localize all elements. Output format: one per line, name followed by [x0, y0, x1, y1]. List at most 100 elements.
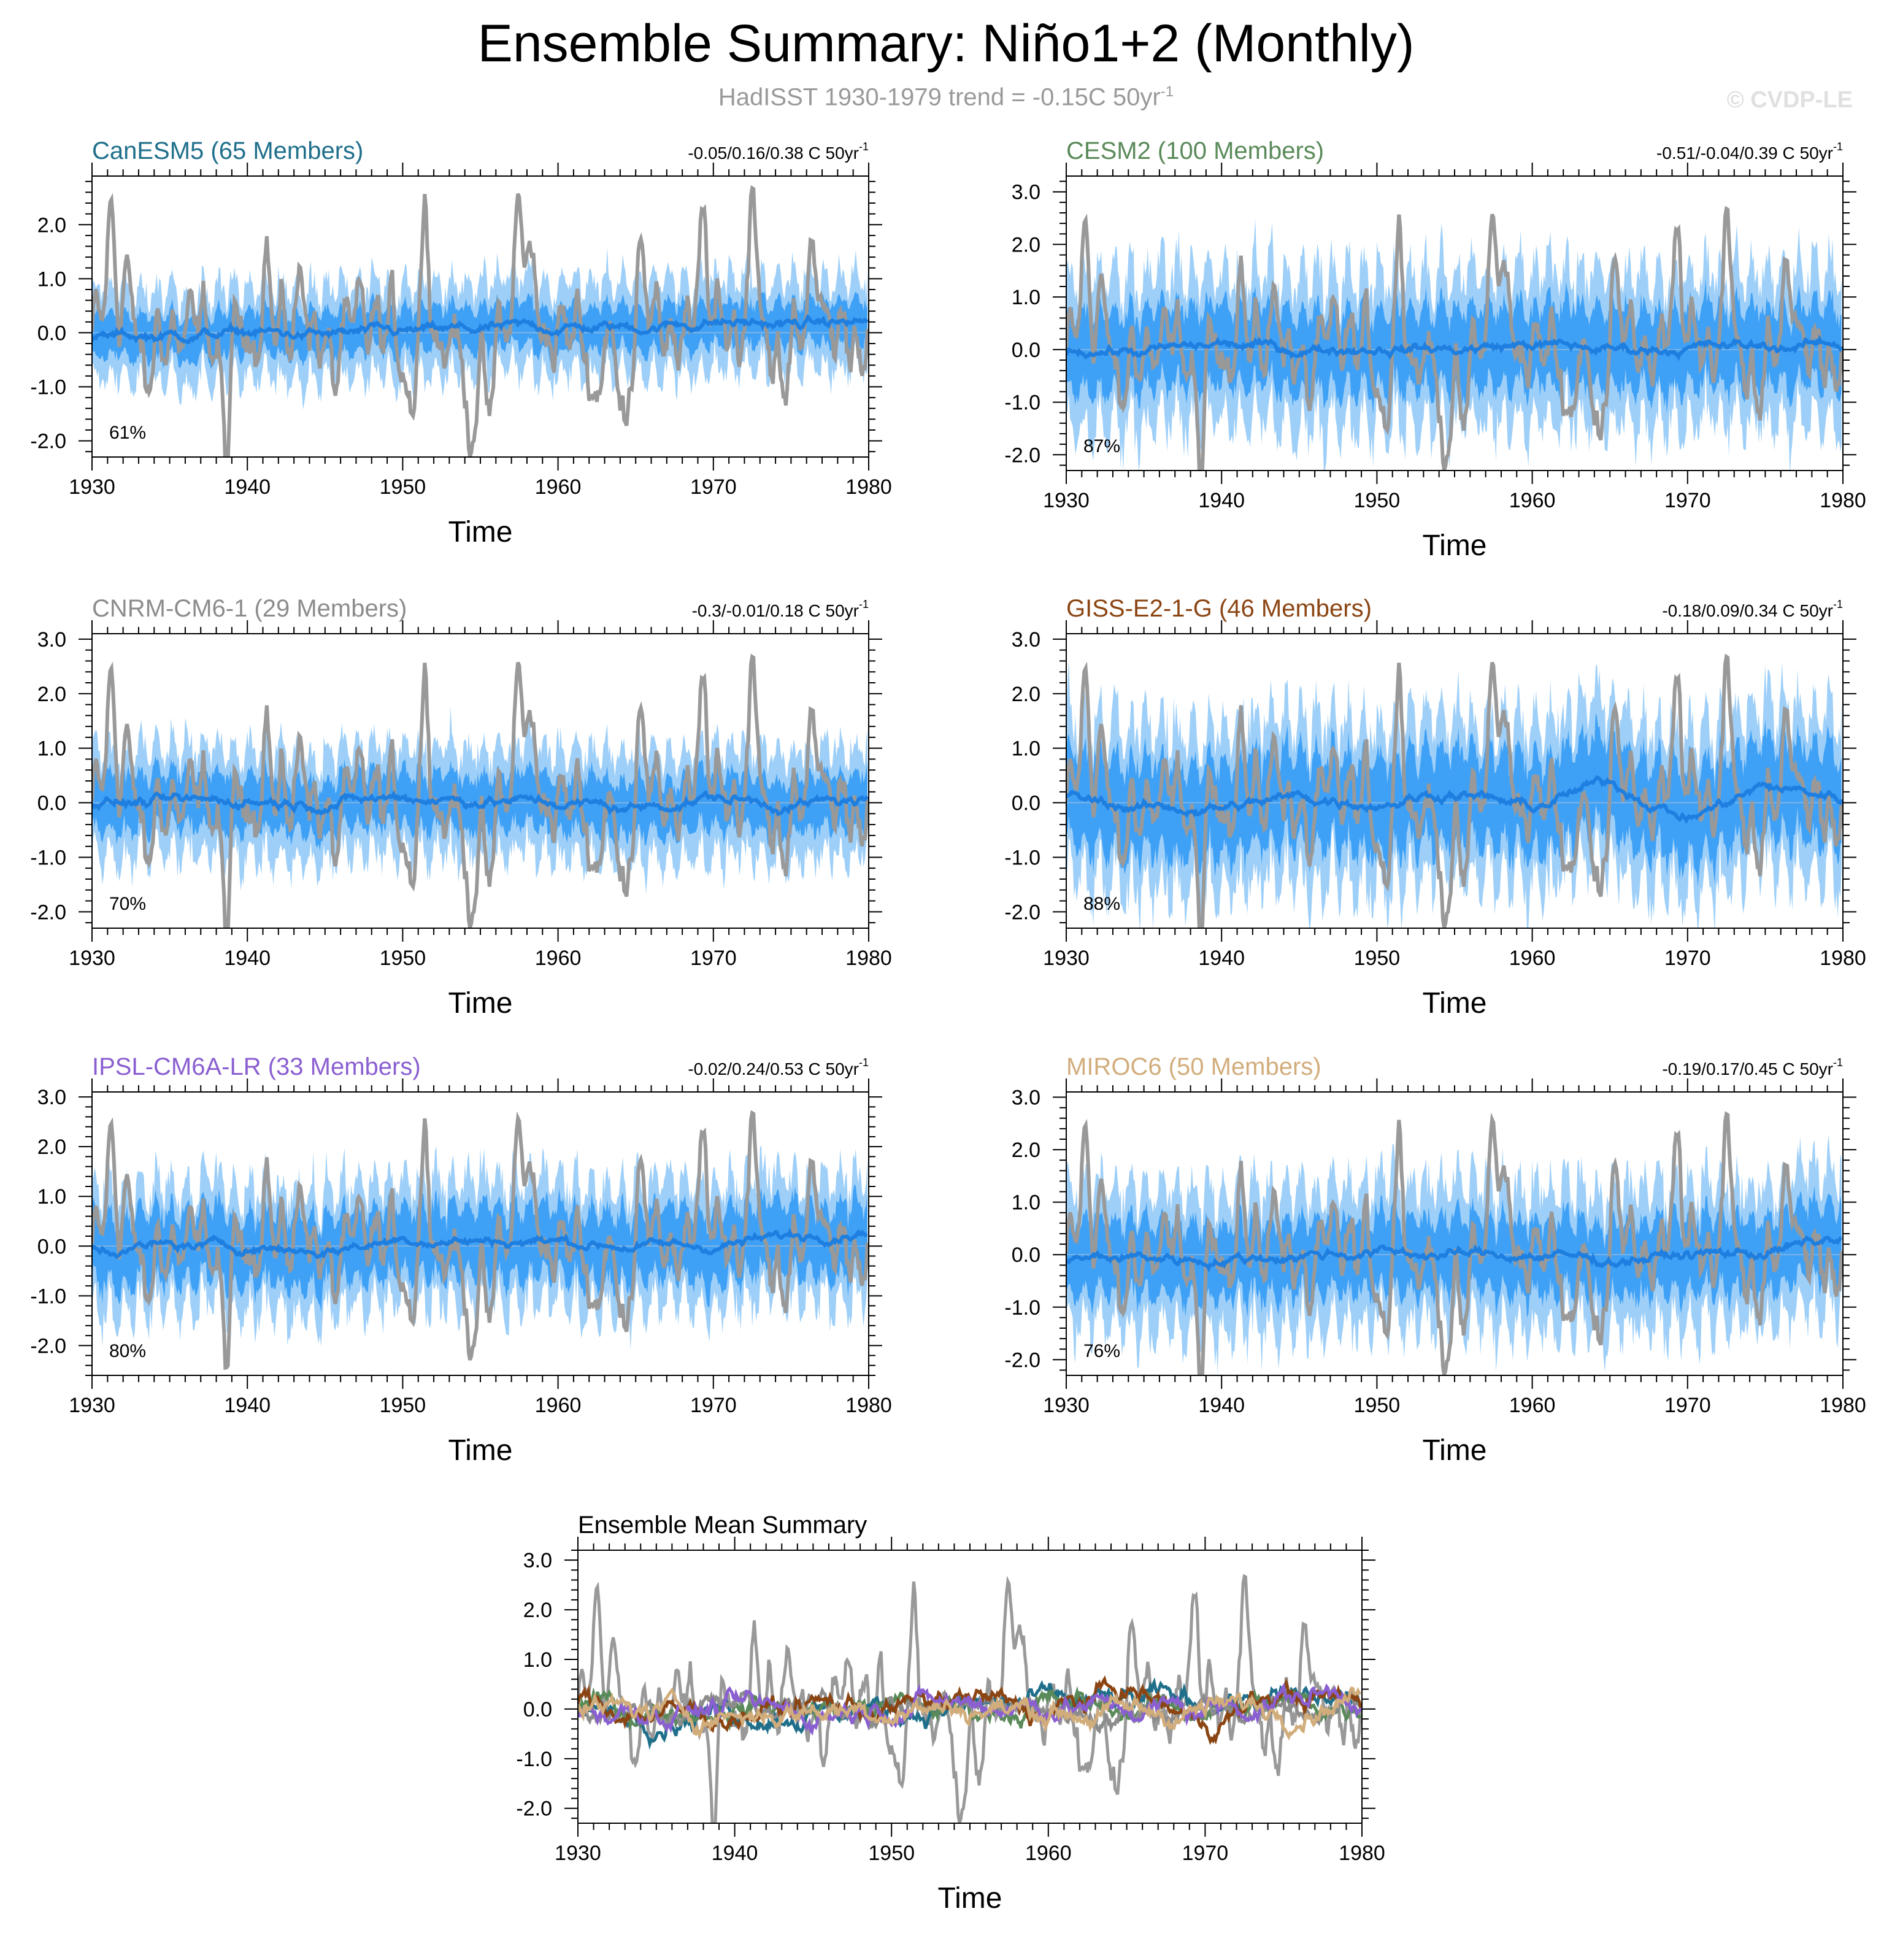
plot-area [1066, 206, 1843, 471]
ensemble-mean-line [1066, 1235, 1842, 1273]
trend-label: -0.02/0.24/0.53 C 50yr-1 [688, 1056, 869, 1078]
y-tick-label: 0.0 [37, 792, 66, 815]
x-tick-label: 1940 [1198, 1394, 1245, 1417]
y-tick-label: 3.0 [37, 1086, 66, 1109]
x-tick-label: 1970 [1664, 947, 1711, 970]
x-tick-label: 1960 [1509, 489, 1556, 512]
x-tick-label: 1930 [555, 1842, 601, 1865]
panel-cesm2: CESM2 (100 Members) -0.51/-0.04/0.39 C 50… [1004, 137, 1866, 562]
trend-label: -0.05/0.16/0.38 C 50yr-1 [688, 140, 869, 163]
plot-area [92, 1110, 869, 1370]
x-tick-label: 1950 [380, 947, 426, 970]
y-tick-label: 1.0 [523, 1648, 552, 1672]
trend-sup: -1 [1833, 598, 1843, 610]
series-line-miroc6 [578, 1686, 1361, 1741]
y-tick-label: -2.0 [30, 1334, 66, 1358]
y-tick-label: -2.0 [1004, 901, 1040, 924]
x-tick-label: 1980 [845, 1394, 892, 1417]
x-axis-label: Time [1423, 987, 1487, 1020]
page-title: Ensemble Summary: Niño1+2 (Monthly) [477, 14, 1415, 73]
y-tick-label: 0.0 [37, 321, 66, 345]
x-tick-label: 1950 [380, 1394, 426, 1417]
y-tick-label: 3.0 [1012, 181, 1040, 204]
panel-title: IPSL-CM6A-LR (33 Members) [92, 1053, 421, 1080]
y-tick-label: 2.0 [523, 1599, 552, 1622]
y-tick-label: 2.0 [1012, 233, 1040, 256]
x-axis-label: Time [1423, 1434, 1487, 1467]
y-tick-label: 2.0 [37, 213, 66, 237]
ensemble-mean-line [92, 790, 869, 817]
series-line-ipsl-cm6a-lr [578, 1682, 1362, 1736]
percent-label: 87% [1083, 436, 1120, 456]
plot-frame [577, 1550, 1363, 1824]
x-tick-label: 1980 [845, 947, 892, 970]
y-tick-label: -1.0 [1004, 1296, 1040, 1320]
observations-line [1066, 206, 1843, 471]
y-tick-label: 1.0 [37, 737, 66, 761]
ensemble-mean-line [1066, 334, 1843, 361]
y-tick-label: 3.0 [523, 1549, 552, 1572]
y-tick-label: 1.0 [37, 1185, 66, 1209]
observations-line [92, 653, 869, 928]
x-axis-label: Time [448, 516, 513, 548]
x-tick-label: 1960 [535, 1394, 582, 1417]
x-tick-label: 1930 [69, 475, 115, 499]
trend-sup: -1 [1833, 140, 1843, 153]
x-tick-label: 1980 [845, 475, 892, 499]
x-tick-label: 1940 [224, 947, 271, 970]
x-tick-label: 1930 [1043, 1394, 1090, 1417]
y-tick-label: -1.0 [1004, 391, 1040, 415]
x-axis-label: Time [938, 1882, 1002, 1915]
x-tick-label: 1970 [1664, 1394, 1711, 1417]
trend-sup: -1 [859, 598, 869, 610]
page-subtitle: HadISST 1930-1979 trend = -0.15C 50yr-1 [0, 83, 1892, 111]
y-tick-label: 2.0 [37, 683, 66, 706]
y-tick-label: 0.0 [523, 1698, 552, 1721]
y-tick-label: -1.0 [30, 846, 66, 869]
x-tick-label: 1960 [1509, 1394, 1556, 1417]
y-tick-label: 3.0 [37, 628, 66, 651]
percent-label: 80% [109, 1341, 146, 1361]
observations-line [92, 185, 869, 457]
observations-line [1066, 653, 1843, 928]
panel-title: CESM2 (100 Members) [1066, 137, 1324, 164]
x-tick-label: 1970 [1182, 1842, 1229, 1865]
panel-title: CanESM5 (65 Members) [92, 137, 363, 164]
x-tick-label: 1930 [69, 947, 115, 970]
trend-label: -0.51/-0.04/0.39 C 50yr-1 [1656, 140, 1843, 163]
x-tick-label: 1960 [535, 475, 582, 499]
plot-area [1066, 653, 1843, 928]
y-tick-label: -2.0 [30, 901, 66, 924]
x-tick-label: 1930 [1043, 489, 1090, 512]
trend-label: -0.18/0.09/0.34 C 50yr-1 [1662, 598, 1843, 620]
x-tick-label: 1970 [690, 1394, 737, 1417]
series-line-hadisst [578, 1574, 1362, 1823]
x-tick-label: 1980 [1820, 1394, 1866, 1417]
subtitle-text: HadISST 1930-1979 trend = -0.15C 50yr [718, 83, 1161, 111]
trend-sup: -1 [859, 1056, 869, 1069]
panel-ipsl: IPSL-CM6A-LR (33 Members) -0.02/0.24/0.53… [30, 1053, 891, 1467]
subtitle-sup: -1 [1160, 83, 1174, 100]
y-tick-label: -1.0 [1004, 846, 1040, 869]
ensemble-mean-line [92, 1228, 868, 1259]
ensemble-mean-line [1066, 775, 1843, 824]
y-tick-label: 1.0 [1012, 737, 1040, 761]
x-tick-label: 1940 [224, 475, 271, 499]
x-tick-label: 1950 [1354, 489, 1401, 512]
x-tick-label: 1980 [1820, 489, 1866, 512]
x-tick-label: 1940 [712, 1842, 758, 1865]
panel-title: MIROC6 (50 Members) [1066, 1053, 1321, 1080]
x-tick-label: 1950 [380, 475, 426, 499]
ensemble-mean-line [92, 314, 869, 345]
x-tick-label: 1960 [1509, 947, 1556, 970]
x-axis-label: Time [448, 987, 513, 1020]
trend-label: -0.3/-0.01/0.18 C 50yr-1 [692, 598, 869, 620]
y-tick-label: 0.0 [1012, 339, 1040, 362]
y-tick-label: 1.0 [1012, 286, 1040, 309]
y-tick-label: 3.0 [1012, 628, 1040, 651]
percent-label: 70% [109, 894, 146, 914]
x-tick-label: 1940 [224, 1394, 271, 1417]
x-tick-label: 1930 [1043, 947, 1090, 970]
x-axis-label: Time [1423, 529, 1487, 562]
x-tick-label: 1930 [69, 1394, 115, 1417]
